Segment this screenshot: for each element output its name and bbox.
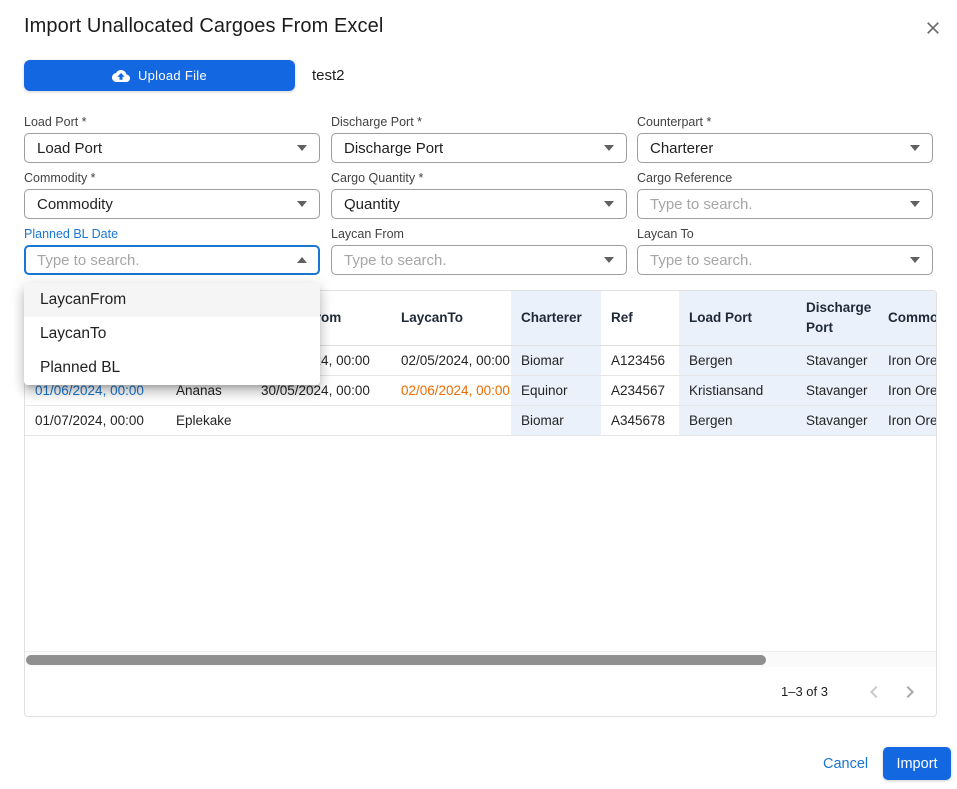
field-label: Planned BL Date: [24, 227, 119, 241]
table-cell: A234567: [601, 375, 679, 406]
close-button[interactable]: [920, 15, 946, 41]
dropdown-arrow-down-icon: [910, 201, 920, 207]
field-label: Counterpart *: [637, 115, 712, 129]
table-cell: Biomar: [511, 345, 601, 376]
select-placeholder: Type to search.: [650, 195, 753, 213]
field-laycan-from: Laycan From Type to search.: [331, 227, 627, 275]
table-cell: [251, 405, 391, 436]
column-header: Charterer: [511, 291, 601, 346]
horizontal-scrollbar[interactable]: [25, 651, 936, 667]
column-header: Discharge Port: [796, 291, 878, 346]
table-cell: 02/06/2024, 00:00: [391, 375, 511, 406]
table-cell: Eplekake: [166, 405, 251, 436]
close-icon: [927, 22, 939, 34]
pagination-label: 1–3 of 3: [781, 684, 828, 699]
table-cell: Biomar: [511, 405, 601, 436]
table-cell: Kristiansand: [679, 375, 796, 406]
table-cell: Iron Ore: [878, 375, 936, 406]
counterpart-select[interactable]: Charterer: [637, 133, 933, 163]
dropdown-arrow-down-icon: [604, 257, 614, 263]
field-label: Cargo Quantity *: [331, 171, 424, 185]
select-value: Quantity: [344, 195, 400, 213]
dropdown-arrow-up-icon: [297, 257, 307, 263]
field-planned-bl-date: Planned BL Date Type to search.: [24, 227, 320, 275]
discharge-port-select[interactable]: Discharge Port: [331, 133, 627, 163]
select-value: Commodity: [37, 195, 113, 213]
cargo-reference-select[interactable]: Type to search.: [637, 189, 933, 219]
field-label: Discharge Port *: [331, 115, 423, 129]
upload-file-button[interactable]: Upload File: [24, 60, 295, 91]
cancel-button[interactable]: Cancel: [815, 749, 876, 778]
select-placeholder: Type to search.: [37, 251, 140, 269]
scrollbar-thumb[interactable]: [26, 655, 766, 665]
select-value: Discharge Port: [344, 139, 444, 157]
pagination-next-button[interactable]: [892, 674, 928, 710]
field-label: Laycan From: [331, 227, 404, 241]
field-commodity: Commodity * Commodity: [24, 171, 320, 219]
field-load-port: Load Port * Load Port: [24, 115, 320, 163]
uploaded-file-name: test2: [312, 67, 345, 84]
dropdown-arrow-down-icon: [910, 145, 920, 151]
table-pagination: 1–3 of 3: [25, 667, 936, 716]
table-cell: [391, 405, 511, 436]
dropdown-option[interactable]: LaycanFrom: [24, 283, 320, 317]
upload-button-label: Upload File: [137, 68, 208, 83]
table-cell: 01/07/2024, 00:00: [25, 405, 166, 436]
commodity-select[interactable]: Commodity: [24, 189, 320, 219]
dropdown-arrow-down-icon: [297, 145, 307, 151]
table-cell: 02/05/2024, 00:00: [391, 345, 511, 376]
table-cell: A345678: [601, 405, 679, 436]
column-header: Ref: [601, 291, 679, 346]
table-cell: Bergen: [679, 345, 796, 376]
page-title: Import Unallocated Cargoes From Excel: [24, 15, 384, 37]
field-discharge-port: Discharge Port * Discharge Port: [331, 115, 627, 163]
table-cell: Iron Ore: [878, 345, 936, 376]
table-row[interactable]: 01/06/2024, 00:00 Ananas 30/05/2024, 00:00…: [25, 375, 936, 406]
column-header: Load Port: [679, 291, 796, 346]
select-placeholder: Type to search.: [344, 251, 447, 269]
table-cell: Stavanger: [796, 345, 878, 376]
import-button[interactable]: Import: [883, 747, 951, 780]
table-row[interactable]: 01/07/2024, 00:00 Eplekake Biomar A345678 Be…: [25, 405, 936, 436]
laycan-to-select[interactable]: Type to search.: [637, 245, 933, 275]
field-counterpart: Counterpart * Charterer: [637, 115, 933, 163]
chevron-right-icon: [906, 685, 914, 698]
table-cell: A123456: [601, 345, 679, 376]
field-label: Commodity *: [24, 171, 96, 185]
field-cargo-quantity: Cargo Quantity * Quantity: [331, 171, 627, 219]
select-value: Load Port: [37, 139, 103, 157]
table-cell: Equinor: [511, 375, 601, 406]
dropdown-arrow-down-icon: [297, 201, 307, 207]
planned-bl-date-dropdown-menu: LaycanFrom LaycanTo Planned BL: [24, 283, 320, 385]
dropdown-arrow-down-icon: [604, 201, 614, 207]
planned-bl-date-select[interactable]: Type to search.: [24, 245, 320, 275]
select-value: Charterer: [650, 139, 714, 157]
laycan-from-select[interactable]: Type to search.: [331, 245, 627, 275]
dropdown-option[interactable]: LaycanTo: [40, 325, 107, 342]
chevron-left-icon: [870, 685, 878, 698]
field-cargo-reference: Cargo Reference Type to search.: [637, 171, 933, 219]
field-label: Cargo Reference: [637, 171, 733, 185]
table-cell: Bergen: [679, 405, 796, 436]
field-label: Laycan To: [637, 227, 694, 241]
select-placeholder: Type to search.: [650, 251, 753, 269]
table-cell: Stavanger: [796, 405, 878, 436]
table-cell: Iron Ore: [878, 405, 936, 436]
field-label: Load Port *: [24, 115, 87, 129]
pagination-prev-button[interactable]: [856, 674, 892, 710]
column-header: LaycanTo: [391, 291, 511, 346]
dropdown-arrow-down-icon: [910, 257, 920, 263]
column-header: Commodity: [878, 291, 936, 346]
cargo-quantity-select[interactable]: Quantity: [331, 189, 627, 219]
dropdown-option[interactable]: Planned BL: [40, 359, 121, 376]
dropdown-arrow-down-icon: [604, 145, 614, 151]
load-port-select[interactable]: Load Port: [24, 133, 320, 163]
cloud-upload-icon: [111, 69, 130, 82]
field-laycan-to: Laycan To Type to search.: [637, 227, 933, 275]
table-cell: Stavanger: [796, 375, 878, 406]
